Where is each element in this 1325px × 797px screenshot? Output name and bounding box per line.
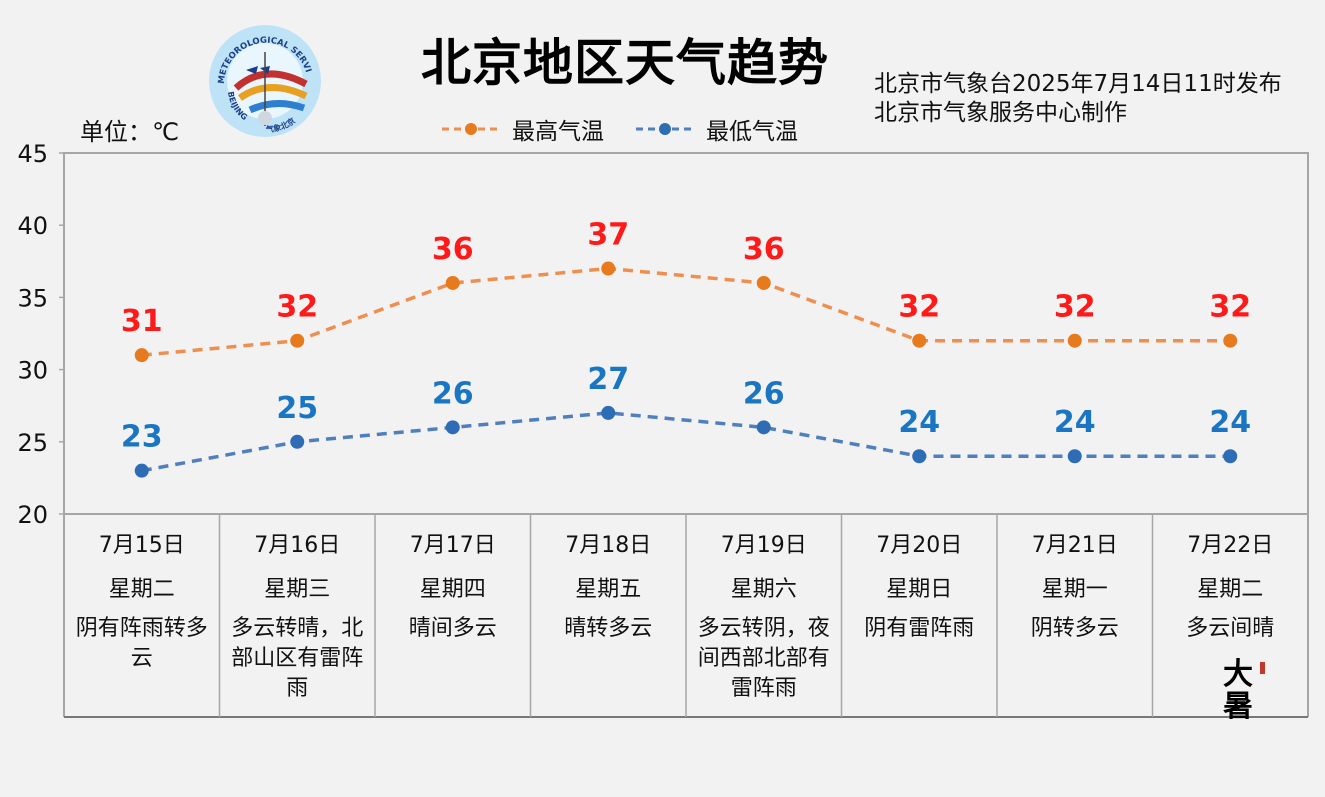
chart-legend: 最高气温 最低气温 xyxy=(440,112,798,146)
day-weekday: 星期六 xyxy=(730,577,797,602)
data-label-low: 24 xyxy=(1054,405,1096,440)
legend-item-high: 最高气温 xyxy=(440,112,604,146)
series-labels: 31 32 36 37 36 32 32 32 23 25 26 27 26 24 24 24 xyxy=(121,218,1251,455)
day-weather: 阴有雷阵雨 xyxy=(864,616,975,641)
page-title: 北京地区天气趋势 xyxy=(421,34,829,92)
y-tick-label: 25 xyxy=(17,429,48,457)
data-label-low: 23 xyxy=(121,420,163,455)
day-weekday: 星期四 xyxy=(419,577,486,602)
data-label-low: 26 xyxy=(432,376,474,411)
day-date: 7月17日 xyxy=(409,533,496,558)
data-label-high: 32 xyxy=(898,290,940,325)
unit-label: 单位：℃ xyxy=(80,118,179,146)
day-date: 7月21日 xyxy=(1031,533,1118,558)
day-weekday: 星期三 xyxy=(264,577,331,602)
data-label-high: 37 xyxy=(587,218,629,253)
series-lines xyxy=(141,266,1231,473)
day-date: 7月20日 xyxy=(876,533,963,558)
data-point-high xyxy=(601,261,616,276)
data-point-high xyxy=(290,333,305,348)
data-label-low: 27 xyxy=(587,362,629,397)
day-column: 7月15日星期二阴有阵雨转多云 xyxy=(64,518,220,674)
y-tick-label: 35 xyxy=(17,284,48,312)
meteorological-service-logo: METEOROLOGICAL SERVICE BEIJING 气象北京 xyxy=(206,22,321,137)
day-weekday: 星期一 xyxy=(1041,577,1108,602)
legend-item-low: 最低气温 xyxy=(634,112,798,146)
day-weekday: 星期五 xyxy=(575,577,642,602)
day-date: 7月19日 xyxy=(720,533,807,558)
day-weather: 晴转多云 xyxy=(564,616,653,641)
day-column: 7月22日星期二多云间晴 xyxy=(1153,518,1309,644)
day-weather: 多云间晴 xyxy=(1186,616,1275,641)
data-point-high xyxy=(134,348,149,363)
day-weather: 晴间多云 xyxy=(408,616,497,641)
data-point-low xyxy=(1223,449,1238,464)
data-label-high: 32 xyxy=(1054,290,1096,325)
data-point-low xyxy=(912,449,927,464)
data-point-low xyxy=(601,405,616,420)
data-label-high: 36 xyxy=(432,232,474,267)
day-weather: 多云转晴，北部山区有雷阵雨 xyxy=(231,616,364,701)
y-tick-label: 40 xyxy=(17,212,48,240)
legend-swatch-low xyxy=(636,123,694,135)
data-label-high: 32 xyxy=(1209,290,1251,325)
day-weekday: 星期日 xyxy=(886,577,953,602)
issuer-line-1: 北京市气象台2025年7月14日11时发布 xyxy=(874,71,1282,97)
legend-swatch-high xyxy=(442,123,500,135)
data-point-low xyxy=(290,434,305,449)
y-tick-label: 30 xyxy=(17,357,48,385)
day-weekday: 星期二 xyxy=(1197,577,1264,602)
y-tick-label: 45 xyxy=(17,140,48,168)
day-weekday: 星期二 xyxy=(108,577,175,602)
series-points xyxy=(134,261,1238,478)
data-point-low xyxy=(756,420,771,435)
solar-term-char-1: 大 xyxy=(1223,657,1253,692)
data-label-high: 36 xyxy=(743,232,785,267)
day-column: 7月17日星期四晴间多云 xyxy=(375,518,531,644)
data-point-low xyxy=(134,463,149,478)
data-label-low: 25 xyxy=(276,391,318,426)
day-weather: 多云转阴，夜间西部北部有雷阵雨 xyxy=(697,616,830,701)
day-column: 7月21日星期一阴转多云 xyxy=(997,518,1153,644)
legend-label-high: 最高气温 xyxy=(512,119,604,145)
solar-term-stamp: 大 暑 xyxy=(1223,657,1265,722)
chart-axes: 20 25 30 35 40 45 xyxy=(17,140,1309,718)
data-label-high: 32 xyxy=(276,290,318,325)
data-point-high xyxy=(1223,333,1238,348)
series-line-low xyxy=(141,411,1231,473)
solar-term-char-2: 暑 xyxy=(1223,689,1253,722)
legend-label-low: 最低气温 xyxy=(706,119,798,145)
issuer-info: 北京市气象台2025年7月14日11时发布 北京市气象服务中心制作 xyxy=(874,70,1282,128)
data-point-high xyxy=(912,333,927,348)
day-date: 7月22日 xyxy=(1187,533,1274,558)
day-date: 7月18日 xyxy=(565,533,652,558)
plot-frame xyxy=(63,152,1309,515)
day-date: 7月15日 xyxy=(98,533,185,558)
data-label-high: 31 xyxy=(121,304,163,339)
day-column: 7月16日星期三多云转晴，北部山区有雷阵雨 xyxy=(220,518,376,704)
data-point-high xyxy=(1067,333,1082,348)
day-column: 7月18日星期五晴转多云 xyxy=(531,518,687,644)
y-tick-label: 20 xyxy=(17,501,48,529)
data-point-high xyxy=(756,275,771,290)
data-label-low: 26 xyxy=(743,376,785,411)
data-point-high xyxy=(445,275,460,290)
data-label-low: 24 xyxy=(898,405,940,440)
data-point-low xyxy=(1067,449,1082,464)
day-date: 7月16日 xyxy=(254,533,341,558)
day-weather: 阴有阵雨转多云 xyxy=(75,616,208,671)
data-label-low: 24 xyxy=(1209,405,1251,440)
day-column: 7月20日星期日阴有雷阵雨 xyxy=(842,518,998,644)
data-point-low xyxy=(445,420,460,435)
day-column: 7月19日星期六多云转阴，夜间西部北部有雷阵雨 xyxy=(686,518,842,704)
issuer-line-2: 北京市气象服务中心制作 xyxy=(874,100,1127,126)
day-weather: 阴转多云 xyxy=(1030,616,1119,641)
